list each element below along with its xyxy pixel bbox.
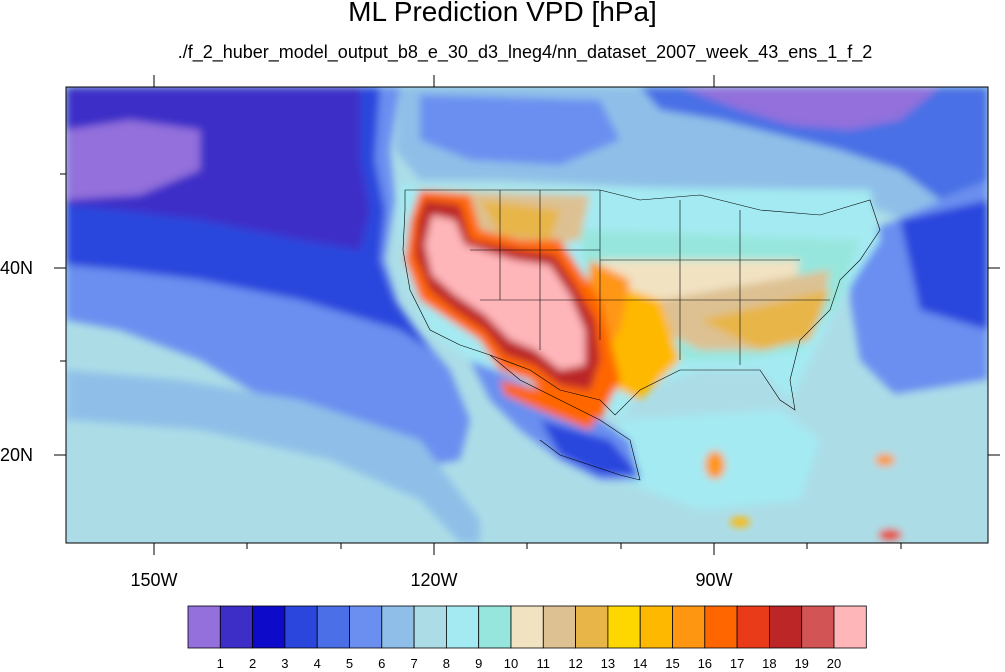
colorbar-swatch bbox=[284, 605, 318, 649]
colorbar-swatch bbox=[736, 605, 770, 649]
colorbar-swatch bbox=[252, 605, 286, 649]
colorbar-swatch bbox=[349, 605, 383, 649]
colorbar-swatch bbox=[801, 605, 835, 649]
colorbar bbox=[187, 605, 867, 649]
lon-label-150w: 150W bbox=[130, 570, 178, 590]
colorbar-label: 8 bbox=[442, 656, 451, 671]
colorbar-label: 15 bbox=[665, 656, 680, 671]
colorbar-swatch bbox=[833, 605, 867, 649]
colorbar-swatch bbox=[704, 605, 738, 649]
colorbar-label: 1 bbox=[216, 656, 224, 671]
colorbar-swatch bbox=[445, 605, 480, 649]
colorbar-label: 17 bbox=[729, 656, 745, 671]
colorbar-label: 4 bbox=[313, 656, 321, 671]
map-title: ML Prediction VPD [hPa] bbox=[348, 0, 657, 27]
colorbar-swatch bbox=[510, 605, 544, 649]
colorbar-swatch bbox=[187, 605, 221, 649]
colorbar-swatch bbox=[478, 605, 512, 649]
colorbar-label: 13 bbox=[600, 656, 616, 671]
lon-label-120w: 120W bbox=[410, 570, 458, 590]
colorbar-swatch bbox=[316, 605, 350, 649]
colorbar-swatch bbox=[413, 605, 447, 649]
colorbar-swatch bbox=[639, 605, 673, 649]
colorbar-label: 5 bbox=[345, 656, 354, 671]
colorbar-label: 18 bbox=[762, 656, 777, 671]
colorbar-label: 14 bbox=[632, 656, 648, 671]
colorbar-label: 11 bbox=[536, 656, 551, 671]
colorbar-swatch bbox=[607, 605, 641, 649]
map-subtitle: ./f_2_huber_model_output_b8_e_30_d3_lneg… bbox=[177, 42, 873, 62]
colorbar-label: 20 bbox=[826, 656, 842, 671]
map-field bbox=[66, 87, 988, 543]
colorbar-label: 12 bbox=[568, 656, 583, 671]
colorbar-swatch bbox=[769, 605, 803, 649]
lon-label-90w: 90W bbox=[695, 570, 733, 590]
lat-label-20n: 20N bbox=[0, 445, 34, 465]
colorbar-swatch bbox=[542, 605, 576, 649]
colorbar-label: 10 bbox=[503, 656, 519, 671]
colorbar-label: 9 bbox=[475, 656, 483, 671]
colorbar-swatch bbox=[219, 605, 254, 649]
colorbar-swatch bbox=[575, 605, 609, 649]
colorbar-label: 19 bbox=[794, 656, 809, 671]
colorbar-label: 6 bbox=[378, 656, 386, 671]
colorbar-label: 7 bbox=[410, 656, 418, 671]
colorbar-swatch bbox=[381, 605, 415, 649]
lat-label-40n: 40N bbox=[0, 258, 34, 278]
colorbar-label: 3 bbox=[281, 656, 289, 671]
colorbar-label: 2 bbox=[248, 656, 257, 671]
colorbar-label: 16 bbox=[697, 656, 713, 671]
colorbar-swatch bbox=[672, 605, 706, 649]
